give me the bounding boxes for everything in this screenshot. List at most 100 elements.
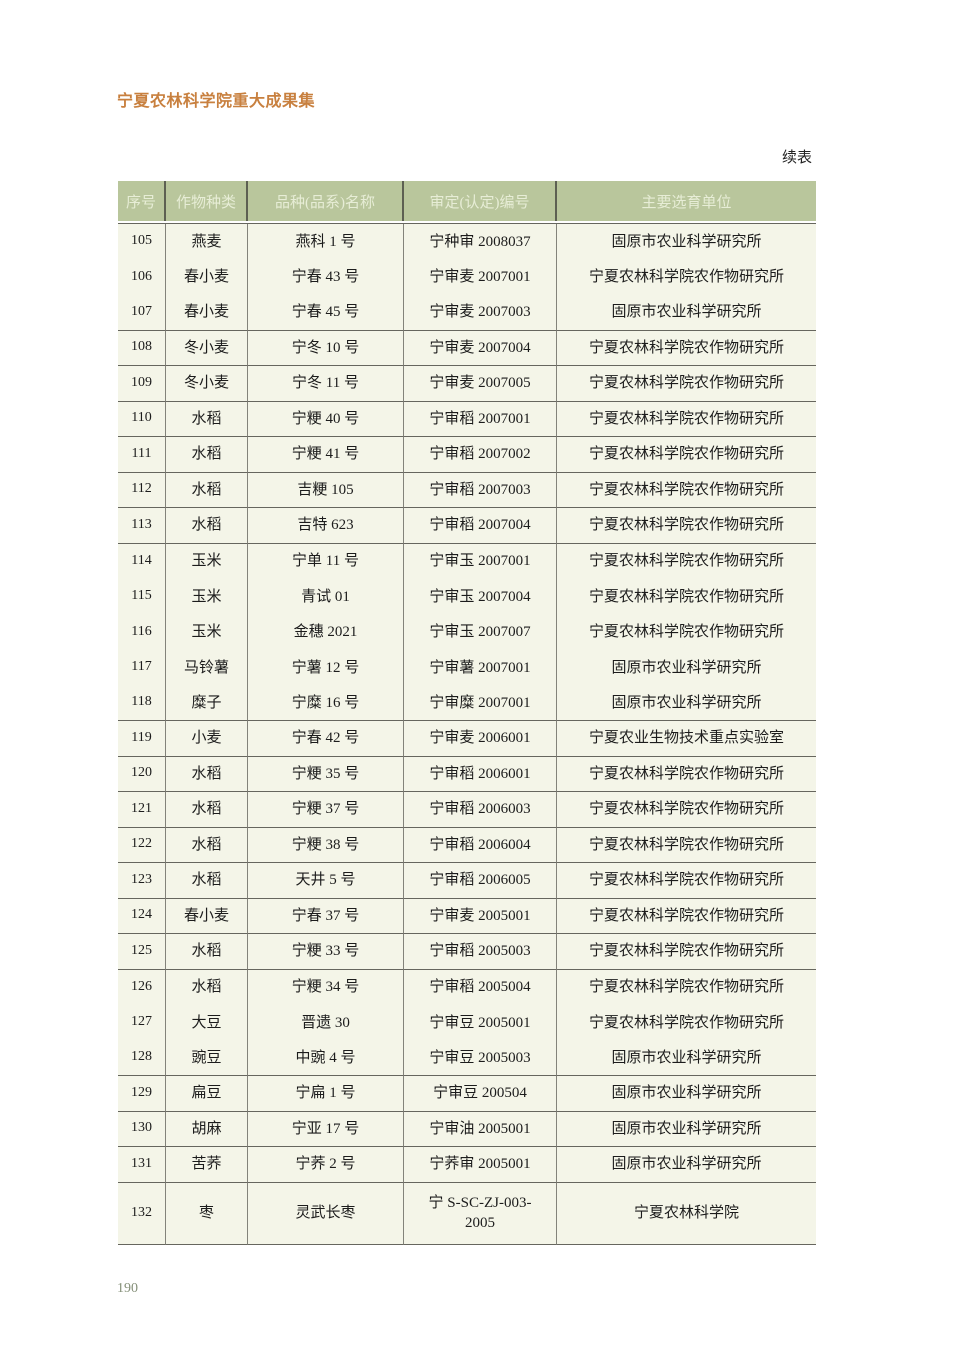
cell-crop-type: 冬小麦: [166, 330, 248, 366]
table-row: 126 水稻 宁粳 34 号 宁审稻 2005004 宁夏农林科学院农作物研究所: [118, 969, 816, 1005]
cell-breeding-unit: 宁夏农林科学院农作物研究所: [557, 792, 816, 828]
cell-variety-name: 晋遗 30: [248, 1005, 404, 1041]
cell-breeding-unit: 宁夏农林科学院: [557, 1182, 816, 1245]
column-header: 序号: [118, 181, 166, 221]
cell-certification-code: 宁审麦 2007004: [404, 330, 557, 366]
cell-crop-type: 玉米: [166, 579, 248, 615]
achievements-table: 序号 作物种类 品种(品系)名称 审定(认定)编号 主要选育单位 105 燕麦 燕科 1…: [118, 181, 816, 1245]
cell-breeding-unit: 宁夏农林科学院农作物研究所: [557, 259, 816, 295]
cell-certification-code: 宁审薯 2007001: [404, 650, 557, 686]
cell-serial-number: 120: [118, 756, 166, 792]
table-row: 130 胡麻 宁亚 17 号 宁审油 2005001 固原市农业科学研究所: [118, 1111, 816, 1147]
cell-variety-name: 宁粳 33 号: [248, 934, 404, 970]
cell-certification-code: 宁审糜 2007001: [404, 685, 557, 721]
cell-serial-number: 129: [118, 1076, 166, 1112]
cell-certification-code: 宁审麦 2005001: [404, 898, 557, 934]
cell-breeding-unit: 宁夏农林科学院农作物研究所: [557, 401, 816, 437]
table-row: 131 苦荞 宁荞 2 号 宁荞审 2005001 固原市农业科学研究所: [118, 1147, 816, 1183]
cell-serial-number: 110: [118, 401, 166, 437]
cell-crop-type: 玉米: [166, 614, 248, 650]
cell-serial-number: 116: [118, 614, 166, 650]
cell-crop-type: 水稻: [166, 827, 248, 863]
cell-variety-name: 宁粳 40 号: [248, 401, 404, 437]
table-row: 108 冬小麦 宁冬 10 号 宁审麦 2007004 宁夏农林科学院农作物研究…: [118, 330, 816, 366]
cell-serial-number: 125: [118, 934, 166, 970]
cell-crop-type: 扁豆: [166, 1076, 248, 1112]
cell-certification-code: 宁审油 2005001: [404, 1111, 557, 1147]
cell-crop-type: 马铃薯: [166, 650, 248, 686]
table-row: 106 春小麦 宁春 43 号 宁审麦 2007001 宁夏农林科学院农作物研究…: [118, 259, 816, 295]
table-row: 117 马铃薯 宁薯 12 号 宁审薯 2007001 固原市农业科学研究所: [118, 650, 816, 686]
cell-crop-type: 水稻: [166, 934, 248, 970]
table-header-row: 序号 作物种类 品种(品系)名称 审定(认定)编号 主要选育单位: [118, 181, 816, 221]
cell-variety-name: 青试 01: [248, 579, 404, 615]
table-row: 115 玉米 青试 01 宁审玉 2007004 宁夏农林科学院农作物研究所: [118, 579, 816, 615]
cell-variety-name: 宁粳 41 号: [248, 437, 404, 473]
cell-crop-type: 水稻: [166, 756, 248, 792]
cell-variety-name: 宁春 42 号: [248, 721, 404, 757]
cell-variety-name: 金穗 2021: [248, 614, 404, 650]
cell-crop-type: 水稻: [166, 401, 248, 437]
cell-serial-number: 109: [118, 366, 166, 402]
cell-serial-number: 106: [118, 259, 166, 295]
cell-breeding-unit: 固原市农业科学研究所: [557, 1040, 816, 1076]
cell-certification-code: 宁审麦 2007001: [404, 259, 557, 295]
table-row: 113 水稻 吉特 623 宁审稻 2007004 宁夏农林科学院农作物研究所: [118, 508, 816, 544]
cell-variety-name: 中豌 4 号: [248, 1040, 404, 1076]
table-row: 111 水稻 宁粳 41 号 宁审稻 2007002 宁夏农林科学院农作物研究所: [118, 437, 816, 473]
column-header: 审定(认定)编号: [404, 181, 557, 221]
cell-breeding-unit: 宁夏农林科学院农作物研究所: [557, 543, 816, 579]
table-row: 118 糜子 宁糜 16 号 宁审糜 2007001 固原市农业科学研究所: [118, 685, 816, 721]
cell-serial-number: 128: [118, 1040, 166, 1076]
cell-certification-code: 宁审玉 2007001: [404, 543, 557, 579]
cell-serial-number: 108: [118, 330, 166, 366]
cell-crop-type: 水稻: [166, 792, 248, 828]
cell-variety-name: 宁冬 11 号: [248, 366, 404, 402]
cell-breeding-unit: 宁夏农林科学院农作物研究所: [557, 756, 816, 792]
table-row: 109 冬小麦 宁冬 11 号 宁审麦 2007005 宁夏农林科学院农作物研究…: [118, 366, 816, 402]
cell-breeding-unit: 宁夏农林科学院农作物研究所: [557, 827, 816, 863]
cell-variety-name: 宁扁 1 号: [248, 1076, 404, 1112]
cell-breeding-unit: 宁夏农林科学院农作物研究所: [557, 437, 816, 473]
cell-breeding-unit: 固原市农业科学研究所: [557, 685, 816, 721]
cell-crop-type: 苦荞: [166, 1147, 248, 1183]
table-row: 105 燕麦 燕科 1 号 宁种审 2008037 固原市农业科学研究所: [118, 224, 816, 260]
table-body: 105 燕麦 燕科 1 号 宁种审 2008037 固原市农业科学研究所 106…: [118, 223, 816, 1245]
cell-serial-number: 113: [118, 508, 166, 544]
table-row: 124 春小麦 宁春 37 号 宁审麦 2005001 宁夏农林科学院农作物研究…: [118, 898, 816, 934]
table-row: 110 水稻 宁粳 40 号 宁审稻 2007001 宁夏农林科学院农作物研究所: [118, 401, 816, 437]
cell-crop-type: 水稻: [166, 437, 248, 473]
cell-variety-name: 宁粳 37 号: [248, 792, 404, 828]
cell-serial-number: 127: [118, 1005, 166, 1041]
cell-certification-code: 宁审稻 2007004: [404, 508, 557, 544]
cell-serial-number: 130: [118, 1111, 166, 1147]
cell-breeding-unit: 宁夏农林科学院农作物研究所: [557, 898, 816, 934]
cell-certification-code: 宁审稻 2006004: [404, 827, 557, 863]
cell-crop-type: 水稻: [166, 508, 248, 544]
cell-certification-code: 宁审稻 2007003: [404, 472, 557, 508]
cell-crop-type: 小麦: [166, 721, 248, 757]
cell-crop-type: 春小麦: [166, 295, 248, 331]
cell-serial-number: 126: [118, 969, 166, 1005]
table-row: 112 水稻 吉粳 105 宁审稻 2007003 宁夏农林科学院农作物研究所: [118, 472, 816, 508]
cell-crop-type: 春小麦: [166, 259, 248, 295]
cell-serial-number: 132: [118, 1182, 166, 1245]
cell-serial-number: 114: [118, 543, 166, 579]
cell-breeding-unit: 宁夏农林科学院农作物研究所: [557, 508, 816, 544]
cell-serial-number: 112: [118, 472, 166, 508]
cell-breeding-unit: 固原市农业科学研究所: [557, 1076, 816, 1112]
cell-breeding-unit: 固原市农业科学研究所: [557, 295, 816, 331]
cell-certification-code: 宁审麦 2006001: [404, 721, 557, 757]
cell-crop-type: 燕麦: [166, 224, 248, 260]
cell-variety-name: 宁冬 10 号: [248, 330, 404, 366]
cell-breeding-unit: 宁夏农林科学院农作物研究所: [557, 969, 816, 1005]
cell-breeding-unit: 宁夏农林科学院农作物研究所: [557, 614, 816, 650]
cell-variety-name: 宁春 43 号: [248, 259, 404, 295]
cell-serial-number: 111: [118, 437, 166, 473]
cell-certification-code: 宁审稻 2005003: [404, 934, 557, 970]
cell-certification-code: 宁审玉 2007007: [404, 614, 557, 650]
cell-certification-code: 宁审稻 2007001: [404, 401, 557, 437]
page-number: 190: [117, 1281, 138, 1296]
table-row: 114 玉米 宁单 11 号 宁审玉 2007001 宁夏农林科学院农作物研究所: [118, 543, 816, 579]
